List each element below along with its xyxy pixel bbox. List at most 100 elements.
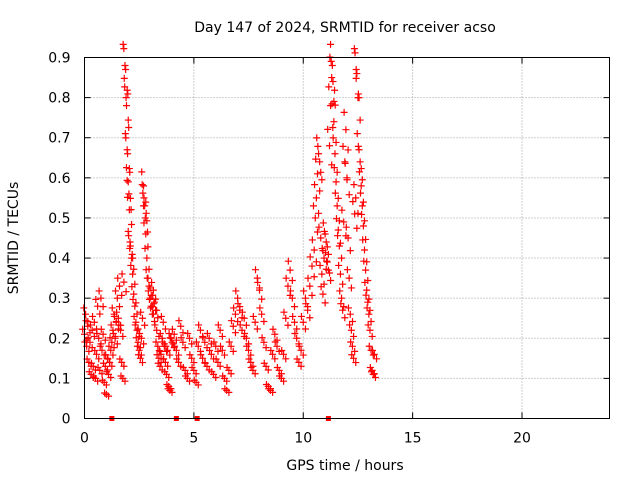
data-point [138, 359, 146, 367]
data-point [344, 146, 352, 154]
data-point [284, 282, 292, 290]
data-point [190, 376, 198, 384]
data-point [284, 257, 292, 265]
data-point [311, 181, 319, 189]
data-point [336, 287, 344, 295]
data-point [344, 304, 352, 312]
data-point [188, 363, 196, 371]
data-point [276, 372, 284, 380]
data-point [346, 247, 354, 255]
data-point [306, 314, 314, 322]
data-point [216, 362, 224, 370]
data-point [347, 284, 355, 292]
data-point [101, 389, 109, 397]
data-point [347, 338, 355, 346]
data-point [315, 209, 323, 217]
data-point [172, 336, 180, 344]
data-point [280, 350, 288, 358]
data-point [121, 377, 129, 385]
data-point [177, 334, 185, 342]
data-point [122, 288, 130, 296]
data-point [328, 62, 336, 70]
data-point [147, 304, 155, 312]
data-point [212, 355, 220, 363]
data-point [343, 266, 351, 274]
data-point [348, 351, 356, 359]
data-point [326, 142, 333, 150]
data-point [203, 329, 211, 337]
data-point [161, 368, 169, 376]
data-point [314, 142, 322, 150]
data-point [152, 306, 160, 314]
data-point [142, 266, 150, 274]
data-point [299, 318, 307, 326]
data-point [317, 234, 325, 242]
data-point [365, 295, 373, 303]
data-point [339, 280, 347, 288]
data-point [199, 334, 207, 342]
data-point [103, 368, 111, 376]
data-point [309, 202, 317, 210]
data-point [179, 329, 187, 337]
data-point [227, 342, 235, 350]
data-point [302, 300, 310, 308]
data-point [124, 150, 132, 158]
data-point [243, 342, 251, 350]
data-point [122, 164, 130, 172]
data-point [310, 246, 318, 254]
data-point [331, 150, 339, 158]
data-point [136, 354, 144, 362]
data-point [151, 321, 159, 329]
x-tick-label: 0 [80, 431, 89, 447]
data-point [351, 210, 359, 218]
data-point [310, 273, 318, 281]
data-point [329, 78, 337, 86]
data-point [287, 287, 295, 295]
data-point [97, 325, 105, 333]
data-point [352, 359, 360, 367]
y-tick-label: 0.9 [48, 51, 70, 67]
y-tick-label: 0.7 [48, 131, 70, 147]
data-point [164, 346, 172, 354]
data-point [344, 234, 352, 242]
data-point [273, 342, 281, 350]
data-point [229, 322, 237, 330]
data-point [360, 257, 368, 265]
data-point [218, 332, 226, 340]
data-point [219, 372, 227, 380]
data-point [328, 74, 336, 82]
data-point [247, 351, 255, 359]
data-point [334, 232, 342, 240]
data-point [92, 295, 100, 303]
y-tick-label: 0 [62, 412, 71, 428]
data-point [140, 182, 148, 190]
data-point [184, 329, 192, 337]
data-point [151, 298, 158, 306]
data-point [125, 206, 133, 214]
data-point [152, 295, 160, 303]
data-point [273, 363, 281, 371]
data-point [231, 329, 239, 337]
data-point [297, 346, 305, 354]
data-point [329, 124, 337, 132]
data-point [110, 344, 118, 352]
data-point [84, 334, 92, 342]
data-point [352, 74, 360, 82]
data-point [129, 270, 137, 278]
data-point [210, 338, 218, 346]
data-point [335, 242, 343, 250]
data-point [86, 321, 94, 329]
data-point [105, 342, 113, 350]
data-point [195, 321, 203, 329]
data-point [316, 187, 324, 195]
data-point [126, 168, 134, 176]
data-point [330, 164, 338, 172]
data-point [361, 246, 368, 254]
data-point [194, 381, 202, 389]
data-point [99, 330, 107, 338]
data-point [238, 308, 246, 316]
y-tick-label: 0.1 [48, 371, 70, 387]
data-point [177, 322, 185, 330]
data-point [318, 176, 326, 184]
